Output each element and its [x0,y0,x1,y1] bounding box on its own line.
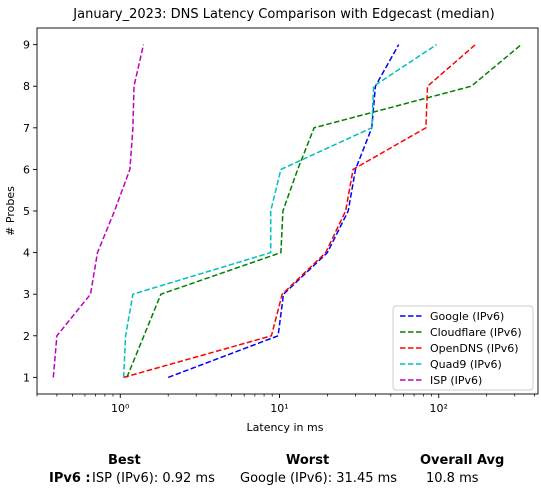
y-tick-label: 1 [23,371,30,384]
legend-label: ISP (IPv6) [430,374,482,387]
y-tick-label: 2 [23,330,30,343]
legend-box [392,305,534,391]
x-tick-label: 10⁰ [111,402,130,415]
x-axis-label: Latency in ms [247,421,324,434]
y-tick-label: 3 [23,288,30,301]
y-tick-label: 4 [23,247,30,260]
worst-header: Worst [286,453,330,468]
x-axis: 10⁰ 10¹ 10² [36,394,535,415]
legend-label: Cloudflare (IPv6) [430,326,522,339]
legend-label: OpenDNS (IPv6) [430,342,519,355]
chart-title: January_2023: DNS Latency Comparison wit… [72,7,494,22]
series-line-1 [167,44,400,379]
y-axis: 1 2 3 4 5 6 7 8 9 [23,39,37,384]
series-layer [52,43,522,379]
y-axis-label: # Probes [4,186,17,236]
best-header: Best [108,453,141,468]
latency-chart: January_2023: DNS Latency Comparison wit… [4,7,539,434]
legend-label: Quad9 (IPv6) [430,358,502,371]
overall-avg-header: Overall Avg [420,453,505,468]
legend: Google (IPv6) Cloudflare (IPv6) OpenDNS (I… [392,305,534,391]
ipv6-row-label: IPv6 : [49,471,91,486]
x-tick-label: 10² [430,402,448,415]
best-value: ISP (IPv6): 0.92 ms [92,471,215,486]
y-tick-label: 9 [23,39,30,52]
worst-value: Google (IPv6): 31.45 ms [240,471,398,486]
overall-avg-value: 10.8 ms [426,471,479,486]
y-tick-label: 6 [23,163,30,176]
legend-label: Google (IPv6) [430,310,504,323]
series-line-5 [52,44,145,378]
y-tick-label: 5 [23,205,30,218]
y-tick-label: 8 [23,80,30,93]
series-line-3 [123,44,476,379]
y-tick-label: 7 [23,122,30,135]
series-line-2 [126,44,522,378]
series-line-4 [122,43,438,378]
x-tick-label: 10¹ [270,402,288,415]
